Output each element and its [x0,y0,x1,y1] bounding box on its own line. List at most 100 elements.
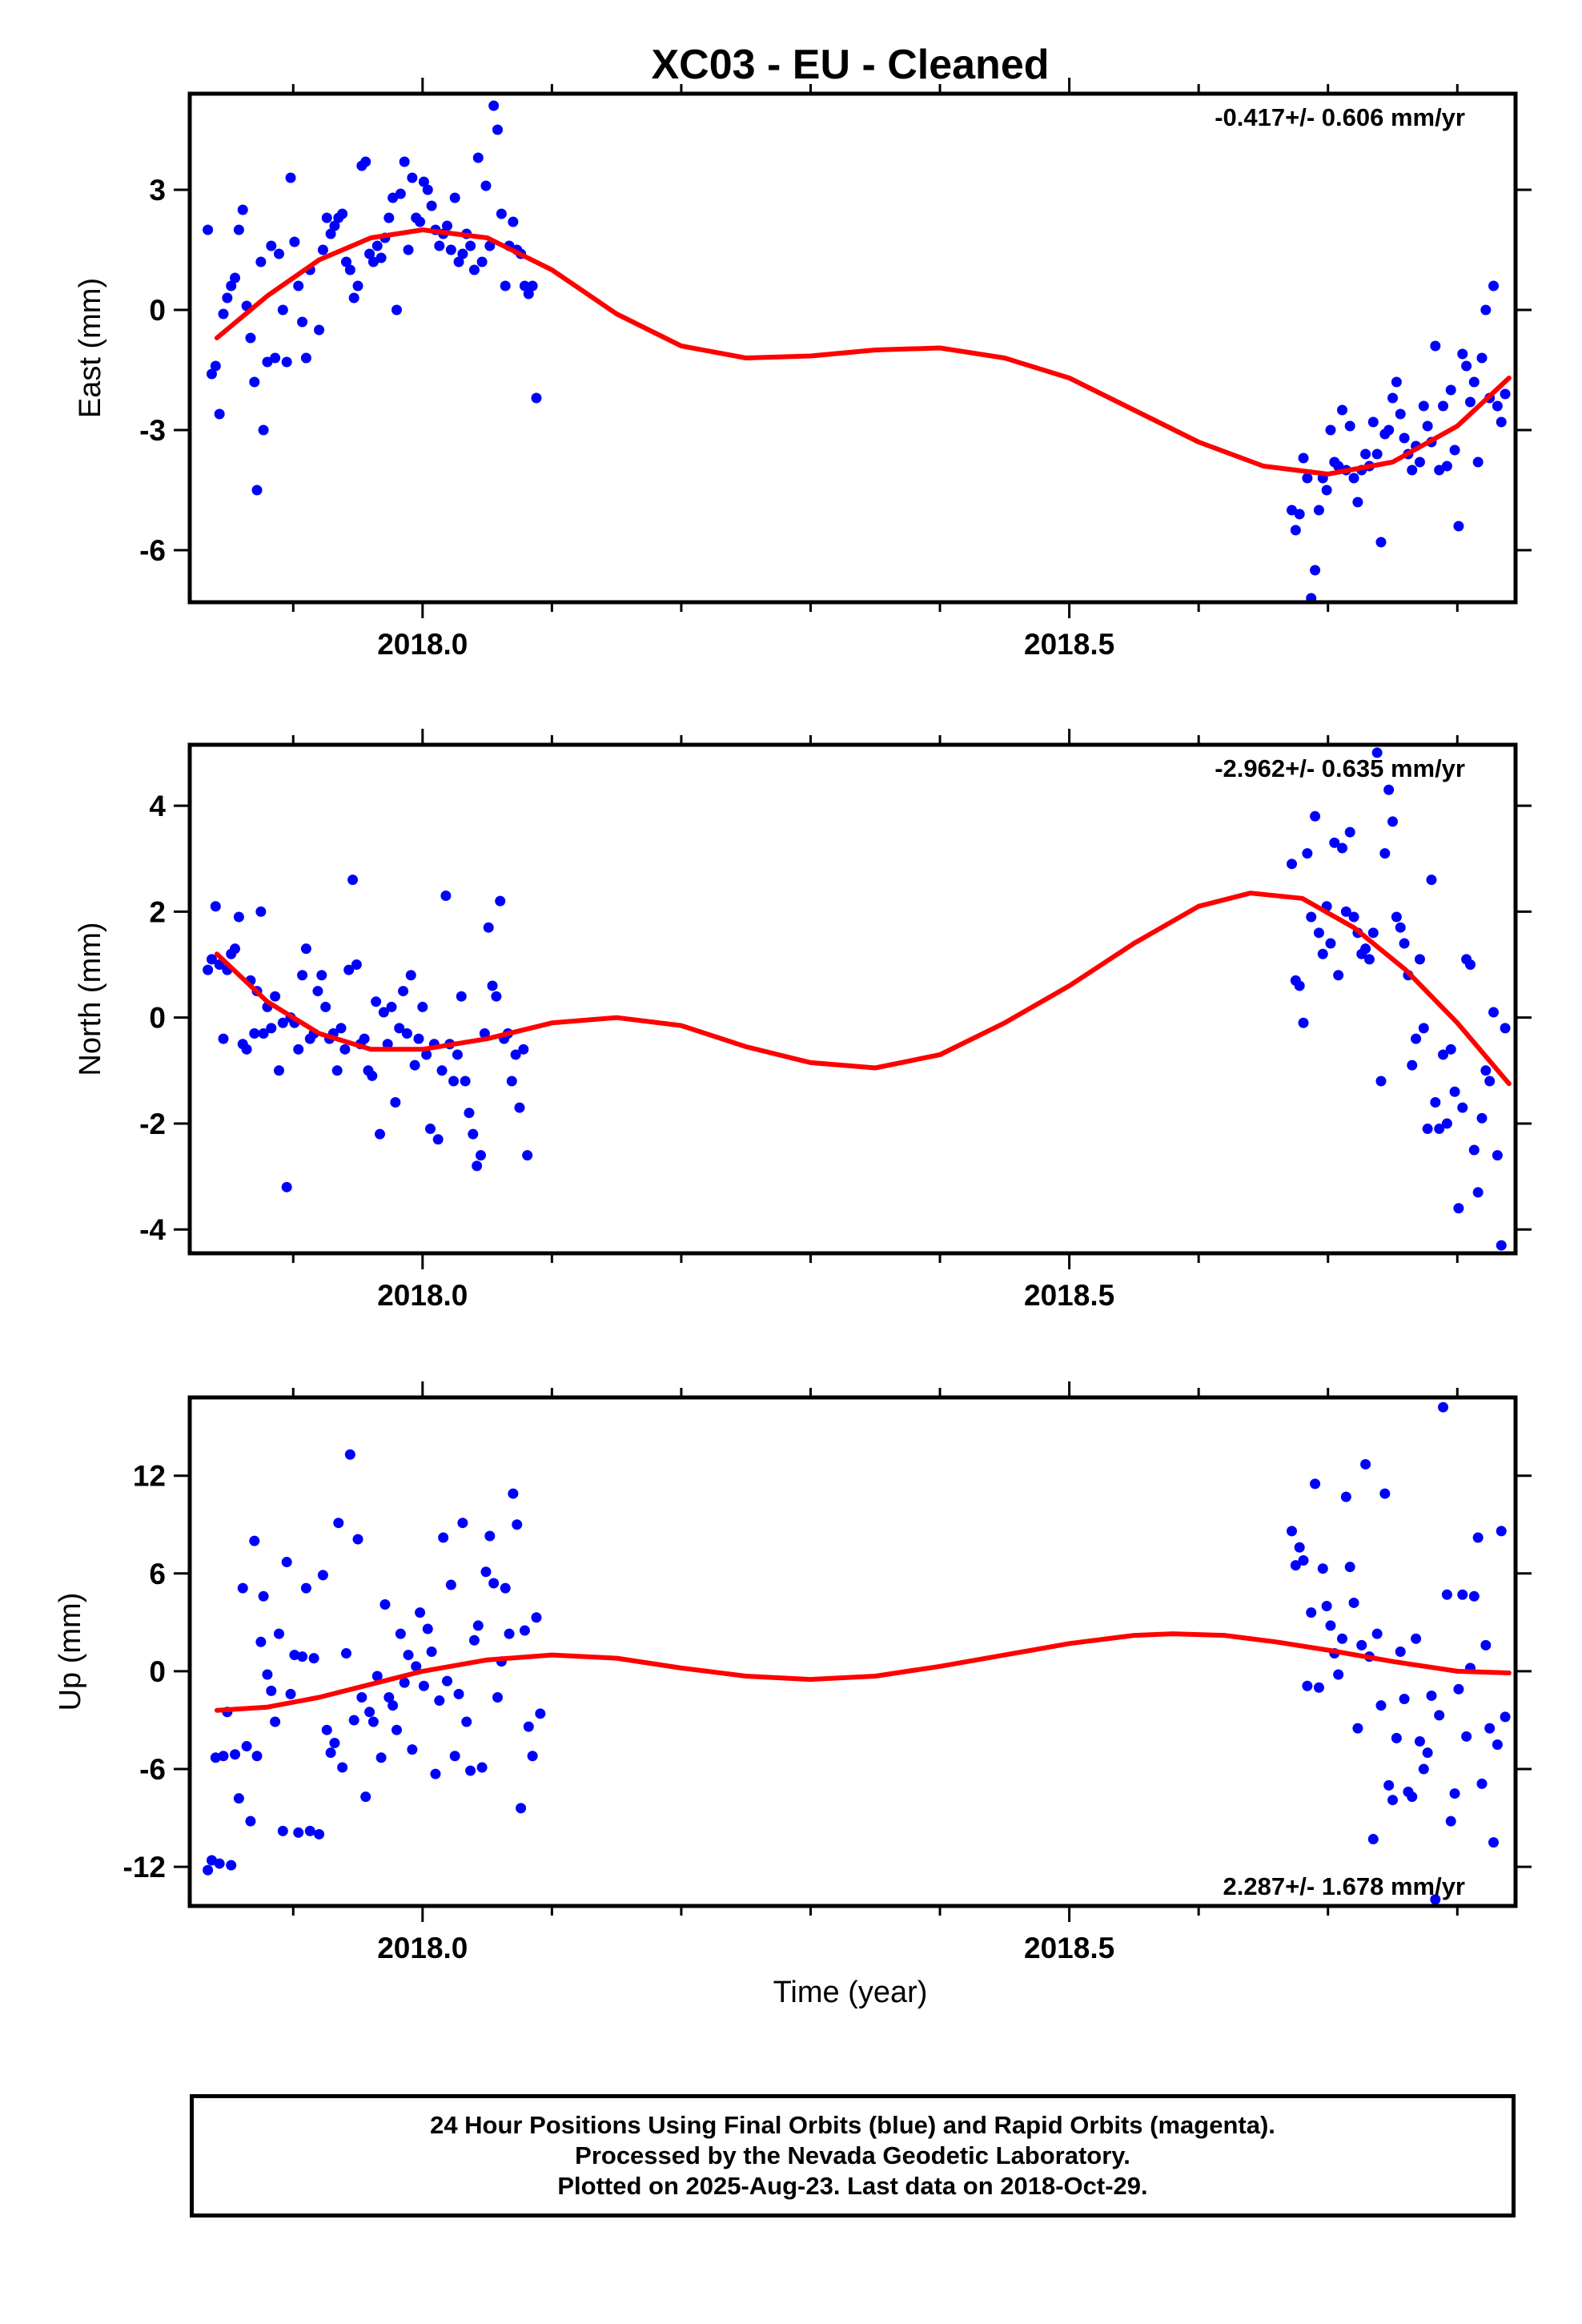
up-data-point [1344,1562,1355,1573]
up-data-point [1426,1690,1437,1701]
east-data-point [523,288,534,300]
up-data-point [1379,1488,1391,1499]
north-data-point [440,891,452,902]
up-data-point [262,1669,273,1680]
north-data-point [351,959,362,971]
north-data-point [335,1023,347,1034]
up-data-point [367,1716,379,1727]
up-y-tick-label: -6 [139,1753,166,1786]
north-data-point [421,1049,432,1060]
north-y-tick-label: 4 [149,790,166,822]
up-data-point [403,1650,414,1661]
up-panel: 2018.0 2018.5 12 6 0 -6 -12 Up (mm) 2.287+/- 1.6… [54,1381,1532,1964]
up-data-point [348,1715,359,1726]
up-data-point [387,1700,399,1711]
east-fit-line [214,227,1512,476]
north-data-point [1367,927,1379,939]
east-data-point [371,240,383,251]
north-data-point [1453,1203,1464,1214]
up-data-point [438,1532,449,1543]
east-data-point [1399,432,1410,444]
up-data-point [383,1691,395,1703]
up-data-point [1496,1526,1507,1537]
east-data-point [1352,497,1363,508]
north-data-point [472,1160,483,1172]
north-data-point [1375,1076,1387,1087]
up-data-point [1438,1401,1449,1413]
up-data-point [508,1488,519,1499]
up-data-point [484,1530,496,1542]
east-data-point [422,184,433,195]
north-data-point [300,943,311,955]
north-data-point [320,1001,331,1012]
up-data-point [379,1598,391,1610]
up-data-point [1399,1694,1410,1705]
north-data-point [1438,1049,1449,1060]
north-data-point [1340,906,1351,917]
up-data-point [391,1724,402,1735]
up-data-point [512,1519,523,1530]
east-data-point [277,304,288,316]
east-data-point [1496,416,1507,428]
north-data-point [1337,842,1348,854]
north-data-point [1457,1102,1468,1113]
up-y-tick-label: -12 [123,1851,166,1884]
east-panel: 2018.0 2018.5 3 0 -3 -6 East (mm) -0.417+/- 0.6… [74,78,1532,661]
east-data-point [285,172,296,183]
north-data-point [1484,1076,1496,1087]
up-data-point [492,1691,504,1703]
up-data-point [516,1803,527,1814]
up-data-point [218,1751,229,1762]
up-data-point [1352,1723,1363,1734]
north-data-point [255,906,267,917]
north-y-tick-label: -4 [139,1213,166,1246]
east-data-point [1313,505,1324,516]
east-data-point [210,360,221,372]
north-data-point [343,964,355,975]
east-data-point [364,248,375,259]
up-data-point [258,1590,269,1602]
east-data-point [230,272,241,283]
up-data-point [1480,1639,1492,1651]
up-data-point [214,1858,225,1869]
up-data-point [1371,1628,1383,1639]
north-data-point [394,1023,405,1034]
north-data-point [514,1102,525,1113]
north-data-point [1430,1096,1441,1108]
north-data-point [241,1043,252,1055]
north-data-point [495,895,506,907]
east-data-point [218,308,229,320]
east-data-point [453,256,464,267]
up-data-point [1411,1633,1422,1644]
east-data-point [270,352,281,364]
up-data-point [457,1518,468,1529]
up-data-point [203,1864,214,1876]
north-data-point [1411,1033,1422,1044]
east-data-point [434,240,445,251]
north-data-point [522,1150,533,1161]
up-data-point [480,1566,492,1578]
up-data-point [523,1721,534,1732]
up-data-point [468,1634,480,1646]
up-data-point [289,1650,300,1661]
north-data-point [1363,954,1375,965]
up-data-point [407,1744,418,1755]
up-data-point [1500,1711,1511,1723]
up-data-point [308,1653,319,1664]
up-data-point [1484,1723,1496,1734]
east-data-point [1445,384,1456,396]
north-data-point [1414,954,1425,965]
north-data-point [479,1027,490,1039]
east-rate-label: -0.417+/- 0.606 mm/yr [1215,103,1465,131]
north-data-point [491,991,502,1002]
east-data-point [249,376,260,388]
east-data-point [273,248,284,259]
east-data-point [1464,396,1476,408]
up-data-point [395,1628,406,1639]
north-data-point [233,911,244,923]
north-data-point [347,875,359,886]
up-data-point [430,1768,441,1779]
east-data-point [1441,460,1452,472]
east-data-point [1468,376,1480,388]
